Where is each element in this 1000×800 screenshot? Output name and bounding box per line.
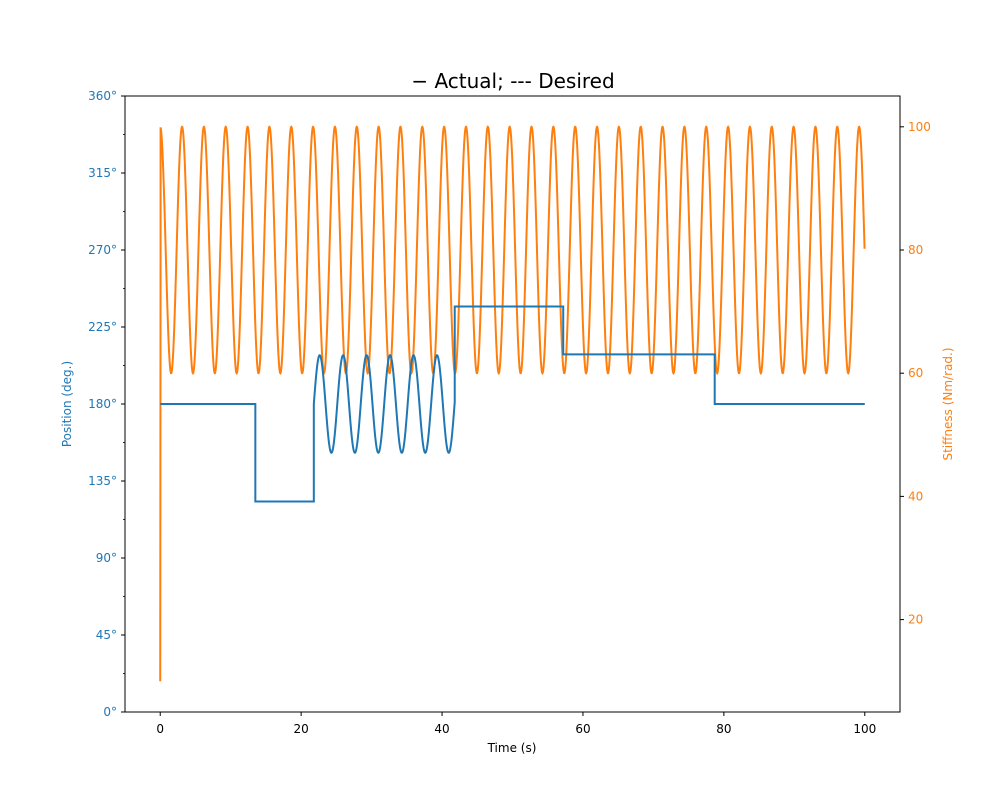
x-tick-label: 80 [716,722,731,736]
y-right-axis-ticks: 20 40 60 80 100 [900,120,931,627]
chart-title: − Actual; --- Desired [411,69,614,93]
stiffness-line [159,125,866,682]
y-right-tick-label: 20 [908,613,923,627]
y-left-tick-label: 360° [88,89,117,103]
y-right-tick-label: 80 [908,243,923,257]
plot-lines [159,125,866,682]
x-tick-label: 40 [434,722,449,736]
y-left-tick-label: 225° [88,320,117,334]
y-left-axis-label: Position (deg.) [60,361,74,447]
x-tick-label: 20 [293,722,308,736]
x-tick-label: 100 [853,722,876,736]
y-right-tick-label: 40 [908,489,923,503]
y-left-tick-label: 45° [96,628,117,642]
y-right-tick-label: 100 [908,120,931,134]
y-left-tick-label: 180° [88,397,117,411]
y-left-tick-label: 315° [88,166,117,180]
x-axis-label: Time (s) [487,741,537,755]
y-left-tick-label: 0° [103,705,117,719]
y-left-tick-label: 270° [88,243,117,257]
position-line [160,305,865,503]
x-tick-label: 60 [575,722,590,736]
y-right-tick-label: 60 [908,366,923,380]
y-left-tick-label: 90° [96,551,117,565]
y-left-tick-label: 135° [88,474,117,488]
y-right-axis-label: Stiffness (Nm/rad.) [941,347,955,460]
x-axis-ticks: 0 20 40 60 80 100 [156,712,876,736]
x-tick-label: 0 [156,722,164,736]
y-left-axis-ticks: 0° 45° 90° 135° 180° 225° 270° 315° 360° [88,89,125,719]
